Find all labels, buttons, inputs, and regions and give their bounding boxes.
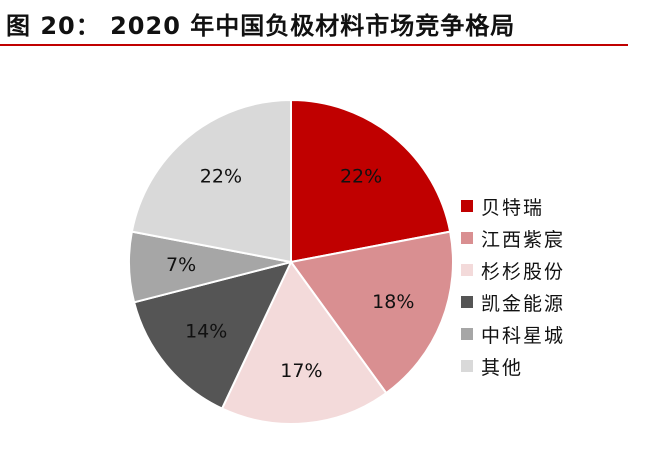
slice-label-2: 18%	[372, 291, 414, 313]
chart-title: 图 20： 2020 年中国负极材料市场竞争格局	[6, 12, 516, 40]
legend-label: 贝特瑞	[481, 196, 545, 219]
legend-swatch	[461, 232, 473, 244]
legend-swatch	[461, 360, 473, 372]
pie-slice-6	[130, 98, 292, 264]
legend-label: 凯金能源	[481, 292, 566, 315]
title-divider	[0, 44, 628, 46]
legend-item: 杉杉股份	[461, 254, 565, 286]
legend-item: 凯金能源	[461, 286, 565, 318]
pie-slice-3	[220, 260, 388, 425]
slice-label-3: 17%	[280, 360, 322, 382]
pie-slice-4	[132, 260, 293, 410]
legend-item: 其他	[461, 350, 565, 382]
pie-slice-1	[290, 98, 452, 264]
legend-item: 贝特瑞	[461, 190, 565, 222]
legend-label: 中科星城	[481, 324, 566, 347]
legend-label: 杉杉股份	[481, 260, 566, 283]
slice-label-6: 22%	[200, 166, 242, 188]
legend-swatch	[461, 264, 473, 276]
pie-slice-2	[289, 230, 454, 395]
legend-swatch	[461, 328, 473, 340]
legend-label: 其他	[481, 356, 524, 379]
legend-swatch	[461, 296, 473, 308]
legend-label: 江西紫宸	[481, 228, 566, 251]
legend-item: 中科星城	[461, 318, 565, 350]
legend-swatch	[461, 200, 473, 212]
legend-item: 江西紫宸	[461, 222, 565, 254]
slice-label-1: 22%	[340, 166, 382, 188]
chart-legend: 贝特瑞江西紫宸杉杉股份凯金能源中科星城其他	[461, 190, 565, 382]
slice-label-5: 7%	[166, 254, 196, 276]
slice-label-4: 14%	[185, 321, 227, 343]
